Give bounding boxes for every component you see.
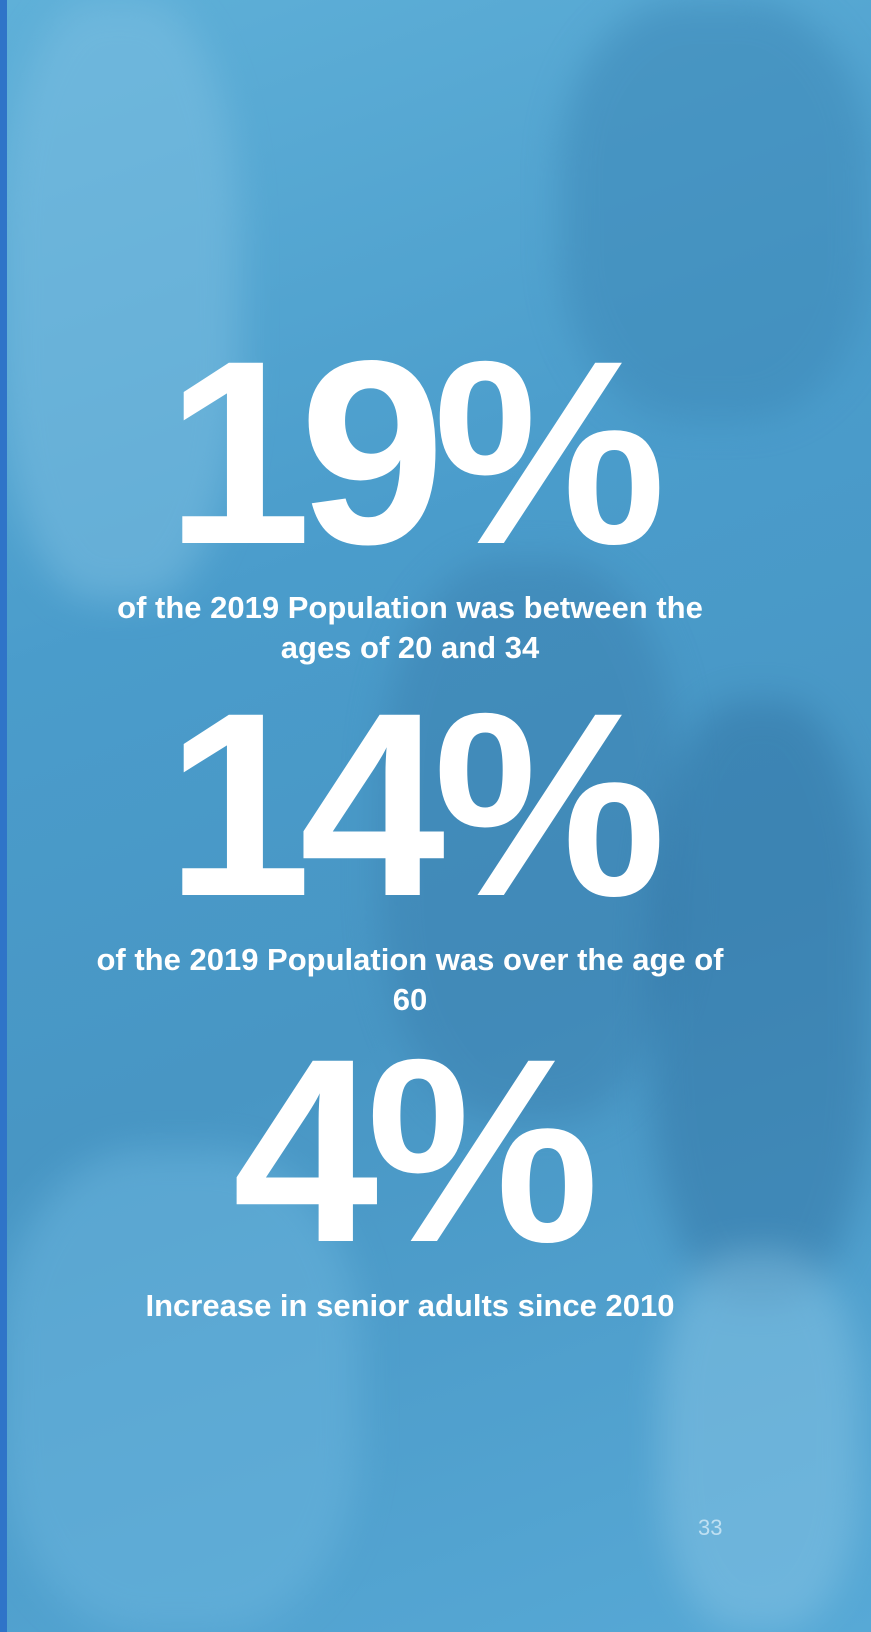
stat: 4% Increase in senior adults since 2010: [90, 1020, 730, 1326]
stat-figure: 19%: [165, 306, 666, 599]
bg-shape: [380, 560, 680, 1120]
stat: 14% of the 2019 Population was over the …: [90, 674, 730, 1020]
bg-shape: [0, 0, 240, 600]
stat-figure: 4%: [232, 1004, 600, 1297]
stat-figure: 14%: [165, 658, 666, 951]
bg-shape: [660, 1250, 860, 1630]
stat: 19% of the 2019 Population was between t…: [90, 322, 730, 668]
bg-shape: [650, 700, 871, 1300]
bg-shape: [0, 1150, 360, 1632]
bg-shape: [560, 0, 871, 420]
page-number: 33: [698, 1515, 723, 1540]
stat-caption: of the 2019 Population was between the a…: [117, 590, 703, 665]
stat-caption: of the 2019 Population was over the age …: [96, 942, 724, 1017]
left-strip: [0, 0, 7, 1632]
stat-caption: Increase in senior adults since 2010: [145, 1288, 675, 1323]
